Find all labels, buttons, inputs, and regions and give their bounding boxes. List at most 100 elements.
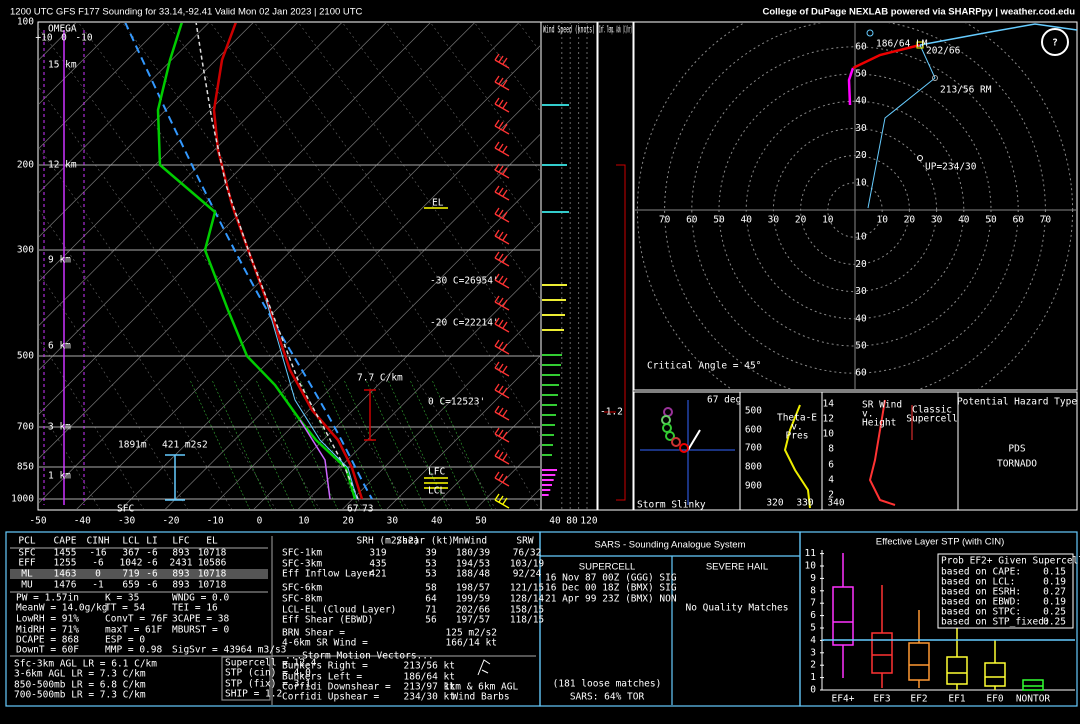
isotherm xyxy=(209,178,540,509)
sars-heading: SUPERCELL xyxy=(579,562,636,573)
credit: College of DuPage NEXLAB powered via SHA… xyxy=(762,7,1075,18)
srwind-title: SR Wind xyxy=(862,400,902,411)
stp-category: EF1 xyxy=(948,694,965,705)
circle xyxy=(917,155,923,161)
barb xyxy=(494,207,510,223)
barb xyxy=(494,427,510,443)
stp-ytick: 1 xyxy=(810,672,816,683)
barb xyxy=(494,119,510,135)
help-button[interactable]: ? xyxy=(1052,38,1058,49)
barb xyxy=(494,141,510,157)
barb xyxy=(494,449,510,465)
row-label: BRN Shear = xyxy=(282,628,345,639)
lapse-rate: 700-500mb LR = 7.3 C/km xyxy=(14,690,146,701)
isotherm xyxy=(165,134,540,509)
parcel xyxy=(195,23,359,500)
prob-value: 0.25 xyxy=(1043,607,1066,618)
adv-title: Inf. Temp. Adv (C/hr) xyxy=(599,25,632,36)
index: MBURST = 0 xyxy=(172,625,229,636)
table-cell: 39 xyxy=(425,548,437,559)
isotherm xyxy=(430,399,540,509)
storm-type: Classic xyxy=(912,405,952,416)
rect xyxy=(597,21,634,511)
composite-index: STP (cin) = 4.0 xyxy=(225,668,311,679)
dry-adiabat xyxy=(254,23,540,437)
isotherm xyxy=(39,23,121,105)
lapse-rate: Sfc-3km AGL LR = 6.1 C/km xyxy=(14,659,157,670)
table-cell: 1042 xyxy=(120,558,143,569)
col-header: LCL xyxy=(122,536,139,547)
row-label: Corfidi Downshear = xyxy=(282,682,391,693)
path xyxy=(919,44,936,79)
dry-adiabat xyxy=(39,209,232,509)
table-cell: 180/39 xyxy=(456,548,491,559)
circle xyxy=(663,407,673,417)
table-cell: 319 xyxy=(369,548,386,559)
hodo-annotation: 202/66 xyxy=(926,46,961,57)
rect xyxy=(916,41,924,49)
table-cell: 92/24 xyxy=(513,569,542,580)
index: DownT = 60F xyxy=(16,645,79,656)
prob-label: based on CAPE: xyxy=(941,567,1021,578)
col-header: LI xyxy=(146,536,157,547)
dry-adiabat xyxy=(39,147,276,509)
hodo-label: 40 xyxy=(855,313,867,324)
prob-label: based on LCL: xyxy=(941,577,1015,588)
table-cell: 421 xyxy=(369,569,386,580)
temp-label: 20 xyxy=(342,516,354,527)
table-cell: 121/15 xyxy=(510,583,544,594)
isotherm xyxy=(297,266,540,509)
mixing-ratio xyxy=(365,379,426,509)
col-header: CAPE xyxy=(54,536,77,547)
profiles xyxy=(43,23,448,505)
barb xyxy=(494,317,510,333)
stp-ytick: 9 xyxy=(810,573,816,584)
box xyxy=(984,662,1006,687)
slinky-angle: 67 deg xyxy=(707,395,741,406)
row-label: SFC-6km xyxy=(282,583,322,594)
hodo-label: 70 xyxy=(1040,215,1052,226)
prob-label: based on STP_fixed: xyxy=(941,617,1050,628)
hodo-label: 50 xyxy=(855,69,867,80)
barb xyxy=(494,53,510,69)
theta-ylabel: 600 xyxy=(745,425,762,436)
table-cell: -6 xyxy=(146,569,158,580)
row-label: SFC-8km xyxy=(282,594,322,605)
path xyxy=(868,399,896,506)
circle xyxy=(679,443,689,453)
pressure-label: 100 xyxy=(17,17,34,28)
box xyxy=(946,656,968,685)
theta-ylabel: 900 xyxy=(745,481,762,492)
col-header: SRH (m2/s2) xyxy=(357,536,420,547)
box xyxy=(908,642,930,681)
table-cell: 71 xyxy=(425,605,437,616)
dry-adiabat xyxy=(1046,22,1080,510)
row-highlight xyxy=(10,569,268,579)
table-cell: 128/14 xyxy=(510,594,545,605)
rect xyxy=(221,656,271,701)
dry-adiabat xyxy=(342,23,540,300)
barb xyxy=(494,361,510,377)
hodo-label: 40 xyxy=(740,215,752,226)
skewt-annotation: 7.7 C/km xyxy=(357,373,403,384)
barb xyxy=(494,493,510,509)
table-cell: 64 xyxy=(425,594,437,605)
row-label: SFC-1km xyxy=(282,548,322,559)
table-cell: 166/14 kt xyxy=(446,638,497,649)
prob-value: 0.15 xyxy=(1043,567,1066,578)
hodo-label: 30 xyxy=(768,215,780,226)
table-cell: 197/57 xyxy=(456,615,490,626)
col-header: Shear (kt) xyxy=(396,536,453,547)
sars-title: SARS - Sounding Analogue System xyxy=(594,540,745,551)
table-cell: -6 xyxy=(146,580,158,591)
col-header: SRW xyxy=(516,536,533,547)
skewt-annotation: EL xyxy=(432,198,444,209)
isotherm xyxy=(386,355,540,509)
hodo-label: 10 xyxy=(855,232,867,243)
prob-label: based on EBWD: xyxy=(941,597,1021,608)
sars-match: No Quality Matches xyxy=(686,603,789,614)
dry-adiabat xyxy=(562,22,892,510)
rect xyxy=(37,21,542,511)
table-cell: 659 xyxy=(122,580,139,591)
lapse-rate: 850-500mb LR = 6.8 C/km xyxy=(14,680,146,691)
